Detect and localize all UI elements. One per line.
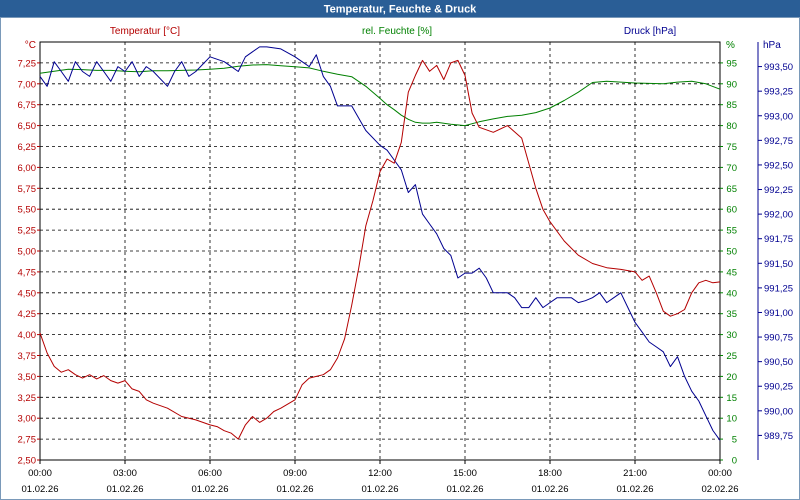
humidity-tick-label: 85 xyxy=(726,100,737,111)
pressure-tick-label: 989,75 xyxy=(764,431,793,442)
temperature-tick-label: 5,00 xyxy=(18,247,37,258)
pressure-tick-label: 990,75 xyxy=(764,333,793,344)
x-tick-date-label: 01.02.26 xyxy=(192,484,229,495)
temperature-tick-label: 3,00 xyxy=(18,414,37,425)
title-bar xyxy=(0,0,800,17)
pressure-series-label: Druck [hPa] xyxy=(624,26,676,37)
temperature-tick-label: 5,25 xyxy=(18,226,37,237)
humidity-tick-label: 25 xyxy=(726,351,737,362)
x-tick-time-label: 00:00 xyxy=(28,468,52,479)
pressure-tick-label: 992,75 xyxy=(764,136,793,147)
temperature-tick-label: 4,50 xyxy=(18,288,37,299)
x-tick-time-label: 06:00 xyxy=(198,468,222,479)
data-series xyxy=(39,46,721,441)
temperature-tick-label: 4,00 xyxy=(18,330,37,341)
x-tick-time-label: 15:00 xyxy=(453,468,477,479)
x-tick-date-label: 01.02.26 xyxy=(277,484,314,495)
pressure-tick-label: 992,00 xyxy=(764,210,793,221)
humidity-tick-label: 80 xyxy=(726,121,737,132)
pressure-tick-label: 992,50 xyxy=(764,160,793,171)
x-tick-time-label: 12:00 xyxy=(368,468,392,479)
pressure-tick-label: 993,00 xyxy=(764,111,793,122)
temperature-tick-label: 3,50 xyxy=(18,372,37,383)
temperature-tick-label: 7,25 xyxy=(18,58,37,69)
humidity-tick-label: 5 xyxy=(732,435,737,446)
gridlines xyxy=(40,42,720,460)
temperature-series-label: Temperatur [°C] xyxy=(110,26,180,37)
humidity-tick-label: 0 xyxy=(732,456,737,467)
x-tick-date-label: 01.02.26 xyxy=(362,484,399,495)
x-tick-date-label: 01.02.26 xyxy=(107,484,144,495)
humidity-series-label: rel. Feuchte [%] xyxy=(362,26,432,37)
temperature-tick-label: 5,50 xyxy=(18,205,37,216)
humidity-tick-label: 20 xyxy=(726,372,737,383)
pressure-tick-label: 993,50 xyxy=(764,62,793,73)
temperature-tick-label: 3,75 xyxy=(18,351,37,362)
x-tick-time-label: 09:00 xyxy=(283,468,307,479)
temperature-tick-label: 6,25 xyxy=(18,142,37,153)
pressure-tick-label: 991,50 xyxy=(764,259,793,270)
temperature-tick-label: 2,75 xyxy=(18,435,37,446)
temperature-tick-label: 6,50 xyxy=(18,121,37,132)
pressure-tick-label: 992,25 xyxy=(764,185,793,196)
humidity-series-line xyxy=(39,64,721,127)
humidity-tick-label: 55 xyxy=(726,226,737,237)
humidity-tick-label: 95 xyxy=(726,58,737,69)
pressure-tick-label: 993,25 xyxy=(764,87,793,98)
temperature-tick-label: 2,50 xyxy=(18,456,37,467)
pressure-tick-label: 990,00 xyxy=(764,406,793,417)
pressure-tick-label: 990,50 xyxy=(764,357,793,368)
temperature-tick-label: 4,25 xyxy=(18,309,37,320)
temperature-axis-unit: °C xyxy=(25,40,36,51)
x-tick-time-label: 18:00 xyxy=(538,468,562,479)
humidity-tick-label: 10 xyxy=(726,414,737,425)
humidity-tick-label: 50 xyxy=(726,247,737,258)
x-tick-time-label: 21:00 xyxy=(623,468,647,479)
temperature-tick-label: 6,75 xyxy=(18,100,37,111)
x-tick-time-label: 00:00 xyxy=(708,468,732,479)
pressure-tick-label: 991,75 xyxy=(764,234,793,245)
humidity-tick-label: 15 xyxy=(726,393,737,404)
humidity-tick-label: 65 xyxy=(726,184,737,195)
humidity-tick-label: 75 xyxy=(726,142,737,153)
axis-tick-labels: 7,25 7,00 6,75 6,50 6,25 6,00 5,75 5,50 5,25 5,00… xyxy=(18,58,794,495)
humidity-tick-label: 60 xyxy=(726,205,737,216)
x-tick-time-label: 03:00 xyxy=(113,468,137,479)
pressure-axis-unit: hPa xyxy=(763,40,781,51)
humidity-tick-label: 70 xyxy=(726,163,737,174)
x-tick-date-label: 01.02.26 xyxy=(532,484,569,495)
pressure-tick-label: 991,25 xyxy=(764,283,793,294)
x-tick-date-label: 02.02.26 xyxy=(702,484,739,495)
humidity-tick-label: 30 xyxy=(726,330,737,341)
temperature-tick-label: 3,25 xyxy=(18,393,37,404)
humidity-axis-unit: % xyxy=(726,40,735,51)
x-tick-date-label: 01.02.26 xyxy=(22,484,59,495)
temperature-tick-label: 4,75 xyxy=(18,267,37,278)
humidity-tick-label: 35 xyxy=(726,309,737,320)
x-tick-date-label: 01.02.26 xyxy=(447,484,484,495)
pressure-tick-label: 990,25 xyxy=(764,382,793,393)
temperature-series-line xyxy=(39,59,721,440)
chart-title: Temperatur, Feuchte & Druck xyxy=(324,4,477,16)
humidity-tick-label: 40 xyxy=(726,288,737,299)
temperature-tick-label: 7,00 xyxy=(18,79,37,90)
x-tick-date-label: 01.02.26 xyxy=(617,484,654,495)
temperature-tick-label: 5,75 xyxy=(18,184,37,195)
pressure-tick-label: 991,00 xyxy=(764,308,793,319)
humidity-tick-label: 90 xyxy=(726,79,737,90)
pressure-series-line xyxy=(39,46,721,441)
temperature-tick-label: 6,00 xyxy=(18,163,37,174)
humidity-tick-label: 45 xyxy=(726,267,737,278)
